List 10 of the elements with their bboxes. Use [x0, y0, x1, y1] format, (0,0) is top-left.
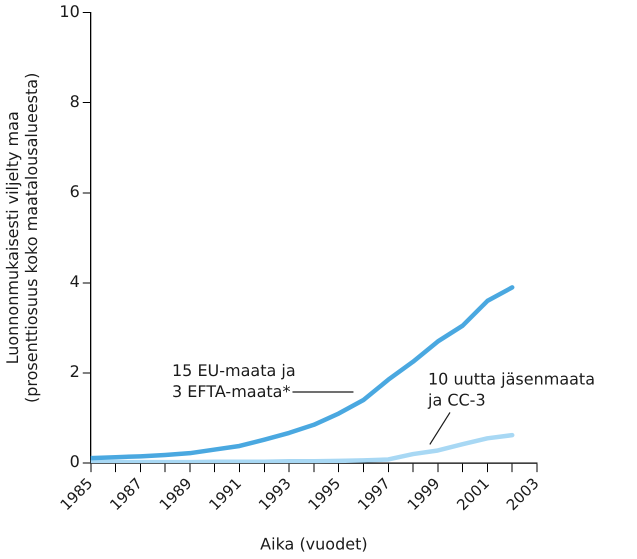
x-axis-title: Aika (vuodet)	[260, 534, 368, 554]
y-axis-title: Luonnonmukaisesti viljelty maa (prosenttiosuus koko maatalousalueesta)	[2, 72, 41, 404]
text: 10 uutta jäsenmaata ja CC-3	[427, 369, 596, 410]
series-label: 15 EU-maata ja 3 EFTA-maata*	[172, 361, 296, 402]
y-tick-label: 4	[70, 272, 80, 292]
y-tick-label: 10	[59, 2, 80, 21]
y-tick-label: 2	[70, 362, 80, 382]
y-tick-label: 6	[70, 182, 80, 201]
y-tick-label: 0	[70, 452, 80, 472]
y-tick-label: 8	[70, 92, 80, 111]
